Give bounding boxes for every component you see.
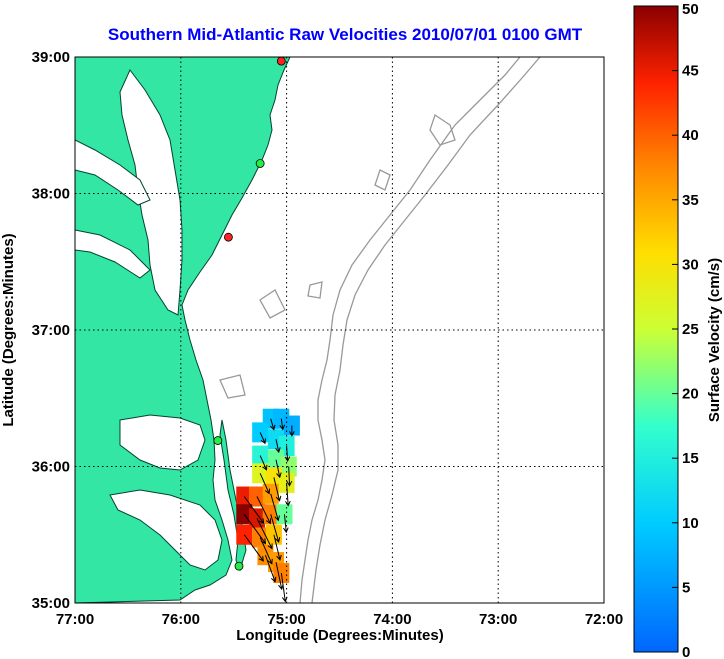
colorbar-ticks: 0 5 10 15 20 25 30 35 40 45 50 xyxy=(672,1,699,659)
velocity-arrow xyxy=(289,425,295,437)
station-marker xyxy=(224,232,233,242)
velocity-arrow xyxy=(275,459,282,479)
radar-stations xyxy=(213,57,286,571)
x-tick-label: 73:00 xyxy=(479,611,517,628)
y-axis-label: Latitude (Degrees:Minutes) xyxy=(0,233,17,426)
colorbar-tick-label: 35 xyxy=(682,192,699,209)
station-marker xyxy=(234,561,244,571)
velocity-arrow xyxy=(275,439,281,454)
velocity-arrow xyxy=(283,514,289,534)
velocity-arrow xyxy=(273,534,282,561)
x-axis-ticks: 77:00 76:00 75:00 74:00 73:00 72:00 xyxy=(56,611,623,628)
colorbar-tick-label: 0 xyxy=(682,644,690,659)
y-tick-label: 35:00 xyxy=(32,595,70,612)
y-tick-label: 39:00 xyxy=(32,49,70,66)
velocity-arrow xyxy=(270,418,276,431)
colorbar-tick-label: 20 xyxy=(682,386,699,403)
chart-title: Southern Mid-Atlantic Raw Velocities 201… xyxy=(108,25,583,44)
x-tick-label: 77:00 xyxy=(56,611,94,628)
colorbar-tick-label: 15 xyxy=(682,450,699,467)
velocity-arrow xyxy=(273,477,282,502)
velocity-arrow xyxy=(259,432,266,445)
velocity-arrow xyxy=(256,518,273,550)
colorbar-gradient xyxy=(633,5,679,653)
colorbar-tick-label: 25 xyxy=(682,321,699,338)
colorbar-tick-label: 50 xyxy=(682,1,699,18)
y-axis-ticks: 39:00 38:00 37:00 36:00 35:00 xyxy=(32,49,70,612)
velocity-arrow xyxy=(264,555,277,583)
y-tick-label: 36:00 xyxy=(32,459,70,476)
y-tick-label: 38:00 xyxy=(32,186,70,203)
grid-lines xyxy=(75,57,604,603)
velocity-arrow xyxy=(259,473,271,495)
velocity-arrows xyxy=(243,418,295,603)
velocity-arrow xyxy=(286,466,293,487)
colorbar-tick-label: 40 xyxy=(682,127,699,144)
bathymetry-contours xyxy=(219,57,541,603)
colorbar-tick-label: 30 xyxy=(682,256,699,273)
colorbar-tick-label: 45 xyxy=(682,63,699,80)
colorbar: 0 5 10 15 20 25 30 35 40 45 50 Surface Velocity (c… xyxy=(633,1,723,659)
colorbar-tick-label: 5 xyxy=(682,579,690,596)
plot-frame xyxy=(74,56,605,604)
velocity-arrow xyxy=(243,496,265,525)
plot-area xyxy=(75,57,604,603)
x-axis-label: Longitude (Degrees:Minutes) xyxy=(236,627,444,644)
velocity-arrow xyxy=(270,493,280,522)
station-marker xyxy=(255,159,265,168)
velocity-arrow xyxy=(256,496,272,525)
colorbar-tick-label: 10 xyxy=(682,515,699,532)
x-tick-label: 72:00 xyxy=(585,611,623,628)
velocity-arrow xyxy=(270,514,281,543)
velocity-arrow xyxy=(259,537,273,565)
velocity-arrow xyxy=(243,534,264,562)
x-tick-label: 75:00 xyxy=(267,611,305,628)
y-tick-label: 37:00 xyxy=(32,322,70,339)
station-marker xyxy=(276,57,286,66)
colorbar-label: Surface Velocity (cm/s) xyxy=(706,258,723,422)
station-marker xyxy=(213,436,223,445)
velocity-arrow xyxy=(259,455,268,471)
velocity-arrow xyxy=(279,418,286,431)
x-tick-label: 76:00 xyxy=(162,611,200,628)
x-tick-label: 74:00 xyxy=(373,611,411,628)
